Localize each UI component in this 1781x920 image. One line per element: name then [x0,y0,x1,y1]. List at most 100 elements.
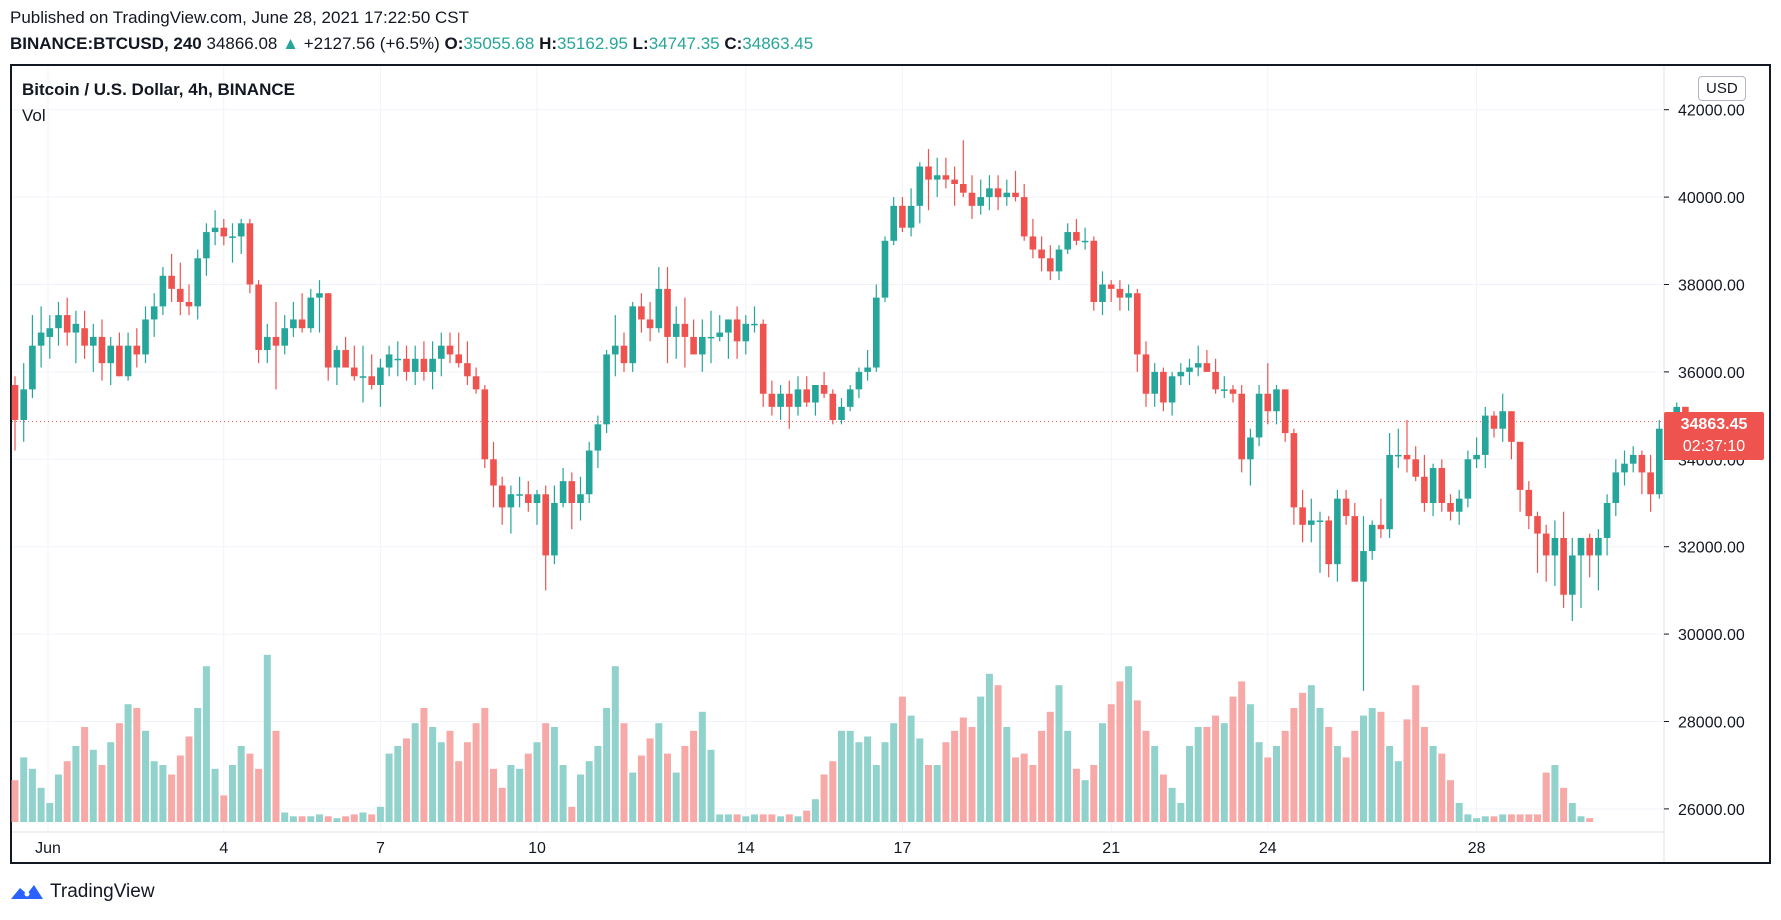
volume-bar [463,742,471,822]
volume-bar [594,746,602,822]
candle-body [1403,454,1411,460]
volume-bar [1429,746,1437,822]
candle-body [742,323,750,342]
volume-bar [28,768,36,822]
candle [951,166,958,206]
volume-bar [829,761,837,822]
candle-body [429,358,436,372]
volume-bar [933,765,941,822]
candle-body [794,389,802,407]
volume-bar [1072,768,1080,822]
candle-body [481,389,489,460]
volume-bar [1325,727,1333,822]
candle [568,472,576,530]
candle [211,210,219,246]
y-tick-label: 30000.00 [1678,627,1745,644]
candle-body [977,197,984,206]
candle [1508,411,1515,460]
volume-bar [1368,708,1376,822]
candle [1403,419,1411,473]
candle-body [298,319,306,329]
volume-bar [298,816,306,822]
change-arrow-icon: ▲ [282,34,299,53]
candle [385,345,393,377]
candle-body [1342,498,1350,517]
candle-body [1047,258,1054,272]
candle-body [177,288,184,302]
volume-bar [1055,685,1063,822]
candle-body [838,406,845,420]
volume-bar [472,723,480,822]
candle [716,315,723,342]
volume-bar [316,814,323,822]
candle-body [559,481,567,503]
candle-body [1447,502,1454,512]
candle [838,398,845,425]
volume-bar [385,753,393,822]
candle-body [1560,537,1567,595]
volume-bar [838,730,845,822]
candle-body [864,367,871,372]
volume-bar [194,708,202,822]
volume-bar [585,761,593,822]
volume-bar [168,774,176,822]
candle [812,385,819,416]
candle [1464,450,1472,508]
candle [1629,446,1637,473]
volume-bar [272,730,280,822]
candle [1099,271,1106,316]
candle-body [1325,520,1332,565]
candle [1482,406,1489,469]
volume-bar [881,742,889,822]
candle [107,336,114,386]
volume-bar [1490,816,1498,822]
volume-bar [942,742,950,822]
footer-brand[interactable]: TradingView [10,878,155,906]
candle-body [55,315,62,329]
currency-button[interactable]: USD [1698,76,1746,101]
candle-body [1003,192,1011,198]
volume-bar [690,730,698,822]
volume-bar [37,787,45,822]
x-tick-label: 17 [894,840,912,857]
candle [1621,450,1628,486]
candle [1255,385,1263,447]
volume-bar [1281,730,1289,822]
candle-body [403,358,410,372]
candle [1151,363,1158,407]
volume-bar [1403,719,1411,822]
volume-bar [646,738,654,822]
volume-bar [133,708,141,822]
candle [768,380,776,416]
candle [1421,454,1428,512]
candle-body [194,258,201,307]
candle-body [951,179,958,184]
candle-body [1551,537,1559,556]
volume-bar [376,806,384,822]
volume-bar [1386,746,1394,822]
candle [307,288,315,333]
candle-body [150,306,158,320]
candle [699,319,706,372]
bar-countdown: 02:37:10 [1682,438,1746,455]
candle-body [820,385,828,394]
volume-bar [629,772,637,822]
candle-body [1081,240,1089,243]
candle-body [237,223,245,237]
volume-bar [768,814,776,822]
candle [1264,363,1272,425]
volume-bar [281,812,289,822]
candle-body [1577,537,1585,556]
candle [1342,489,1350,525]
volume-bar [898,696,906,822]
low-value: 34747.35 [648,34,720,53]
candle [1360,516,1367,691]
candle [1081,227,1089,250]
candle-body [1212,371,1219,390]
candle-body [246,223,254,285]
volume-bar [159,765,167,822]
candle [638,293,645,333]
y-tick-label: 28000.00 [1678,714,1745,731]
x-tick-label: 10 [528,840,546,857]
